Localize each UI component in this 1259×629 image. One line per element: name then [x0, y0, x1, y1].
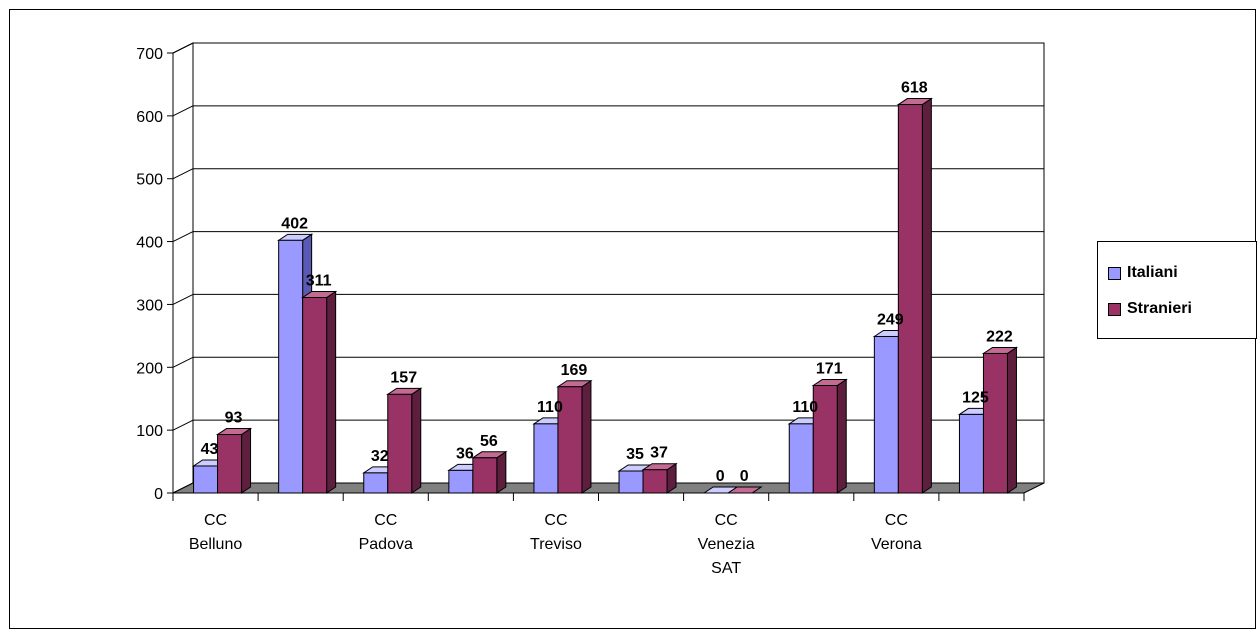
bar-stranieri-side [326, 290, 337, 494]
data-label-stranieri: 222 [986, 328, 1013, 345]
x-tick-label: SAT [711, 560, 741, 577]
bar-stranieri-side [241, 427, 252, 494]
y-tick-label: 400 [136, 235, 163, 252]
bars [191, 97, 1019, 494]
x-tick-label: CC [885, 512, 908, 529]
legend-swatch-stranieri [1108, 302, 1121, 316]
bar-stranieri [642, 469, 668, 494]
data-label-stranieri: 0 [740, 468, 749, 485]
x-tick-label: Verona [871, 536, 922, 553]
legend-swatch-italiani [1108, 266, 1121, 280]
bar-stranieri-side [496, 450, 507, 494]
y-tick-label: 0 [154, 486, 163, 503]
data-label-italiani: 402 [281, 215, 308, 232]
y-tick-label: 200 [136, 360, 163, 377]
bar-stranieri [472, 457, 498, 494]
axes: 0 100 200 300 400 500 600 700 CC Belluno CC Padova C… [136, 46, 1025, 577]
bar-stranieri-side [411, 387, 422, 494]
legend-item-stranieri: Stranieri [1108, 300, 1192, 318]
y-tick-label: 600 [136, 109, 163, 126]
data-label-italiani: 110 [792, 399, 818, 416]
bar-italiani [363, 472, 389, 494]
bar-italiani [448, 469, 474, 494]
bar-stranieri [812, 385, 838, 494]
y-tick-label: 300 [136, 297, 163, 314]
data-label-stranieri: 157 [390, 369, 417, 386]
bar-stranieri-side [581, 379, 592, 494]
bar-stranieri-side [836, 378, 847, 494]
bar-stranieri-side [921, 97, 932, 494]
bar-italiani [618, 470, 644, 494]
bar-stranieri-side [1006, 346, 1017, 494]
x-tick-label: CC [544, 512, 567, 529]
bar-italiani [533, 423, 559, 494]
x-tick-label: Padova [359, 536, 413, 553]
x-tick-label: Venezia [698, 536, 755, 553]
data-label-italiani: 0 [716, 468, 725, 485]
data-label-stranieri: 311 [306, 273, 332, 290]
gridline-side [172, 168, 194, 180]
data-label-italiani: 249 [877, 311, 904, 328]
data-label-italiani: 43 [201, 441, 219, 458]
gridline-side [172, 42, 194, 54]
bar-italiani [193, 465, 219, 494]
data-label-stranieri: 171 [816, 361, 843, 378]
data-label-stranieri: 169 [561, 362, 588, 379]
data-label-stranieri: 93 [225, 410, 243, 427]
data-label-stranieri: 37 [650, 445, 668, 462]
bar-stranieri [387, 393, 413, 494]
x-tick-label: CC [374, 512, 397, 529]
gridline-side [172, 105, 194, 117]
data-label-italiani: 125 [962, 389, 989, 406]
data-label-italiani: 110 [537, 399, 563, 416]
gridline-side [172, 231, 194, 243]
y-tick-label: 500 [136, 172, 163, 189]
bar-stranieri [557, 386, 583, 494]
gridline-side [172, 293, 194, 305]
bar-italiani [788, 423, 814, 494]
gridline-side [172, 356, 194, 368]
legend-label-stranieri: Stranieri [1127, 300, 1192, 317]
x-tick-label: CC [715, 512, 738, 529]
y-tick-label: 100 [136, 423, 163, 440]
legend-label-italiani: Italiani [1127, 264, 1178, 281]
bar-italiani [873, 335, 899, 494]
data-labels: 43 93 402 311 32 157 36 56 110 169 35 37 0 0 110 171 249… [201, 80, 1013, 485]
bar-stranieri [897, 104, 923, 494]
x-tick-label: CC [204, 512, 227, 529]
y-tick-label: 700 [136, 46, 163, 63]
legend-item-italiani: Italiani [1108, 264, 1178, 282]
x-tick-label: Treviso [530, 536, 582, 553]
data-label-italiani: 35 [626, 446, 644, 463]
bar-italiani [278, 239, 304, 494]
gridline-side [172, 419, 194, 431]
bar-stranieri [982, 352, 1008, 494]
legend: Italiani Stranieri [1097, 241, 1257, 339]
data-label-italiani: 36 [456, 445, 474, 462]
data-label-stranieri: 56 [480, 433, 498, 450]
data-label-italiani: 32 [371, 448, 389, 465]
bar-stranieri-top [726, 486, 763, 494]
bar-italiani [958, 413, 984, 494]
x-tick-label: Belluno [189, 536, 242, 553]
data-label-stranieri: 618 [901, 80, 928, 97]
bar-stranieri [217, 434, 243, 494]
bar-stranieri [302, 297, 328, 494]
